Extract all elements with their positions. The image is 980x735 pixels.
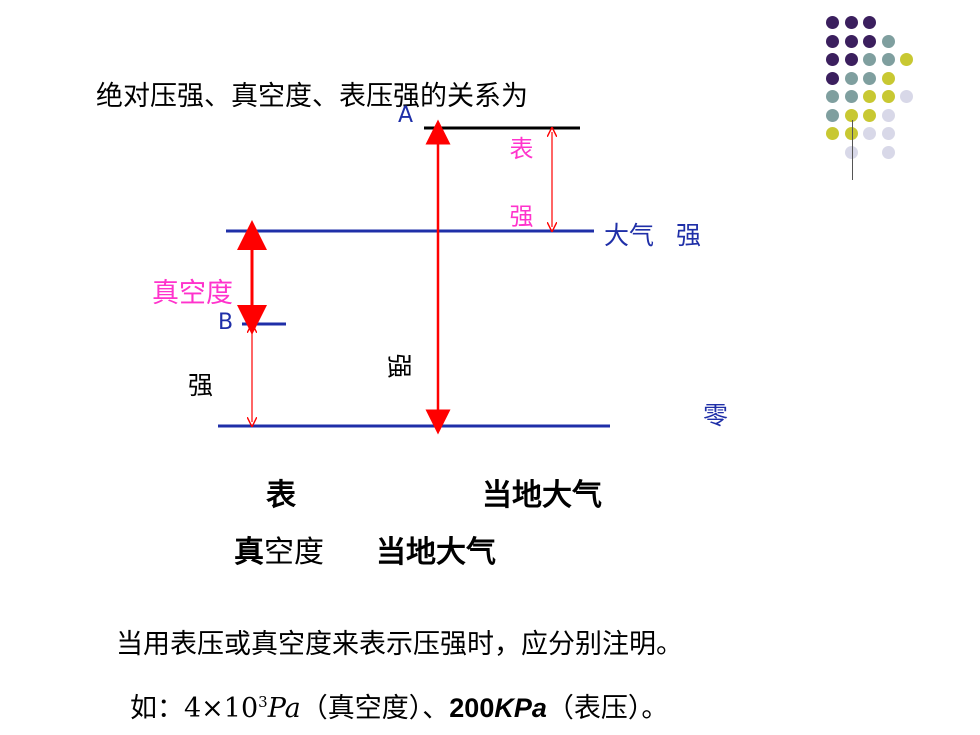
label-atmosphere: 大气 强 xyxy=(604,221,701,250)
decorative-dot xyxy=(900,90,913,103)
label-middle-pressure: 强 xyxy=(384,353,414,379)
decorative-dot xyxy=(881,34,895,48)
example-number: 4×10 xyxy=(184,693,259,724)
note-text: 当用表压或真空度来表示压强时，应分别注明。 xyxy=(116,629,683,660)
decorative-dot xyxy=(863,53,876,66)
example-text: 如：4×103Pa（真空度）、200KPa（表压）。 xyxy=(130,686,668,725)
label-gauge-pressure: 表 强 xyxy=(505,136,533,246)
decorative-line xyxy=(852,120,853,180)
example-unit: Pa xyxy=(267,693,301,724)
label-zero: 零 xyxy=(703,401,729,430)
decorative-dot xyxy=(881,145,895,159)
slide-title: 绝对压强、真空度、表压强的关系为 xyxy=(96,81,528,112)
formula-vacuum-left-bold: 真 xyxy=(234,535,264,570)
decorative-dot xyxy=(881,53,895,66)
decorative-dot xyxy=(881,127,895,140)
decorative-dot xyxy=(863,71,876,85)
formula-vacuum-left: 真空度 xyxy=(234,527,324,571)
example-exponent: 3 xyxy=(258,693,268,711)
decorative-dot xyxy=(863,127,876,140)
label-point-a: A xyxy=(398,103,414,128)
decorative-dot xyxy=(826,108,839,122)
example-unit2: KPa xyxy=(494,693,547,723)
decorative-dot xyxy=(844,71,858,85)
decorative-dot xyxy=(844,16,858,29)
formula-gauge-right: 当地大气 xyxy=(482,470,602,514)
decorative-dot xyxy=(863,108,876,122)
decorative-dot xyxy=(844,145,858,159)
decorative-dot xyxy=(844,34,858,48)
example-gauge-tag: （表压）。 xyxy=(546,693,669,724)
formula-gauge-left: 表 xyxy=(266,478,296,513)
formula-gauge-right-rest: 地大气 xyxy=(512,478,602,513)
formula-vacuum-right-rest: 地大气 xyxy=(406,535,496,570)
decorative-dot xyxy=(881,71,895,85)
formula-vacuum-right-bold: 当 xyxy=(376,535,406,570)
decorative-dot xyxy=(826,53,839,66)
decorative-dot xyxy=(863,90,876,103)
label-left-pressure: 强 xyxy=(188,371,214,400)
decorative-dot xyxy=(900,53,913,66)
decorative-dot xyxy=(844,90,858,103)
decorative-dot xyxy=(863,16,876,29)
example-prefix: 如： xyxy=(130,693,184,724)
decorative-dot xyxy=(826,71,839,85)
example-value2: 200 xyxy=(449,693,495,723)
decorative-dot xyxy=(844,53,858,66)
decorative-dot xyxy=(826,34,839,48)
decorative-dot xyxy=(844,108,858,122)
decorative-dot xyxy=(881,108,895,122)
decorative-dot xyxy=(826,16,839,29)
decorative-dot xyxy=(881,90,895,103)
example-vacuum-tag: （真空度）、 xyxy=(300,693,450,724)
label-vacuum: 真空度 xyxy=(152,278,233,309)
formula-vacuum-right: 当地大气 xyxy=(376,527,496,571)
decorative-dot xyxy=(863,34,876,48)
decorative-dot xyxy=(826,127,839,140)
formula-gauge-right-bold: 当 xyxy=(482,478,512,513)
formula-vacuum-left-rest: 空度 xyxy=(264,535,324,570)
decorative-dot xyxy=(826,90,839,103)
label-point-b: B xyxy=(218,310,234,335)
decorative-dot xyxy=(844,127,858,140)
